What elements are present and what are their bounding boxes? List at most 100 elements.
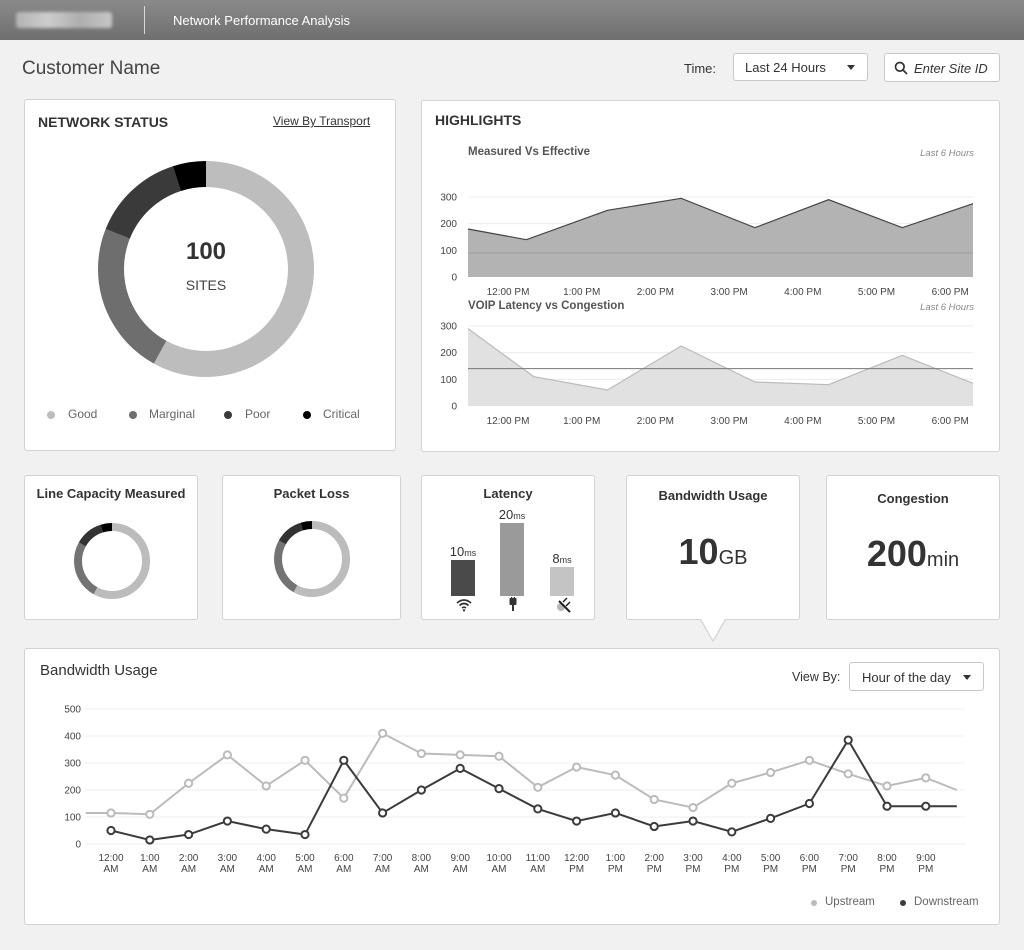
data-point-downstream[interactable] — [766, 813, 776, 823]
data-point-downstream[interactable] — [261, 824, 271, 834]
data-point-upstream[interactable] — [688, 802, 698, 813]
data-point-downstream[interactable] — [882, 801, 892, 811]
data-point-downstream[interactable] — [843, 735, 853, 745]
bandwidth-x-tick-period: PM — [647, 864, 662, 875]
congestion-kpi-card[interactable]: Congestion 200min — [826, 475, 1000, 620]
bandwidth-y-tick: 400 — [64, 732, 81, 743]
data-point-upstream[interactable] — [727, 778, 737, 788]
data-point-upstream[interactable] — [843, 769, 853, 779]
caret-down-icon — [963, 674, 971, 680]
data-point-upstream[interactable] — [610, 770, 621, 780]
data-point-downstream[interactable] — [416, 785, 426, 795]
data-point-downstream[interactable] — [494, 784, 504, 794]
data-point-downstream[interactable] — [572, 816, 582, 826]
data-point-upstream[interactable] — [184, 778, 194, 788]
latency-bar-satellite — [550, 566, 574, 596]
app-title: Network Performance Analysis — [173, 13, 351, 28]
data-point-downstream[interactable] — [339, 755, 349, 765]
data-point-upstream[interactable] — [339, 793, 349, 803]
data-point-downstream[interactable] — [300, 829, 310, 840]
bandwidth-x-tick-period: PM — [918, 864, 933, 875]
view-by-label: View By: — [792, 670, 841, 684]
brand-logo[interactable] — [16, 12, 112, 28]
bandwidth-x-tick: 8:00 — [877, 853, 897, 864]
time-range-select[interactable]: Last 24 Hours — [733, 53, 868, 81]
latency-card[interactable]: Latency 10ms 20ms 8ms — [421, 475, 595, 620]
data-point-upstream[interactable] — [804, 755, 815, 765]
highlight-line-1 — [467, 328, 974, 391]
data-point-upstream[interactable] — [222, 750, 232, 760]
view-by-select[interactable]: Hour of the day — [849, 662, 984, 691]
network-status-donut-slice-1 — [98, 161, 314, 377]
packet-loss-card[interactable]: Packet Loss — [222, 475, 401, 620]
bandwidth-x-tick: 1:00 — [140, 853, 160, 864]
line-capacity-title: Line Capacity Measured — [36, 486, 186, 501]
data-point-downstream[interactable] — [378, 808, 388, 818]
data-point-downstream[interactable] — [688, 816, 698, 826]
data-point-downstream[interactable] — [222, 816, 232, 826]
packet-loss-donut — [274, 521, 350, 597]
data-point-upstream[interactable] — [416, 748, 426, 759]
data-point-downstream[interactable] — [145, 835, 155, 845]
data-point-downstream[interactable] — [804, 798, 815, 809]
bandwidth-x-tick: 7:00 — [373, 853, 393, 864]
total-sites-label: SITES — [185, 277, 227, 293]
site-search[interactable] — [884, 53, 1000, 82]
data-point-downstream[interactable] — [921, 801, 931, 811]
latency-bar-label: 20ms — [498, 507, 526, 522]
bandwidth-x-tick: 10:00 — [486, 853, 511, 864]
data-point-upstream[interactable] — [533, 782, 543, 792]
bandwidth-x-tick: 9:00 — [916, 853, 936, 864]
congestion-kpi-value: 200 — [866, 533, 927, 574]
legend-critical-label: Critical — [323, 407, 360, 421]
series-line-upstream — [85, 731, 958, 816]
highlight-line-0 — [467, 197, 974, 241]
bandwidth-x-tick-period: PM — [608, 864, 623, 875]
bandwidth-y-tick: 500 — [64, 705, 81, 716]
data-point-downstream[interactable] — [610, 808, 621, 818]
bandwidth-x-tick-period: AM — [142, 864, 157, 875]
data-point-upstream[interactable] — [300, 755, 310, 765]
data-point-downstream[interactable] — [106, 825, 116, 836]
data-point-downstream[interactable] — [649, 821, 659, 832]
data-point-downstream[interactable] — [184, 829, 194, 840]
line-capacity-card[interactable]: Line Capacity Measured — [24, 475, 198, 620]
bandwidth-usage-title: Bandwidth Usage — [40, 662, 158, 679]
bandwidth-x-tick-period: PM — [724, 864, 739, 875]
highlights-title: HIGHLIGHTS — [435, 112, 522, 128]
data-point-upstream[interactable] — [261, 781, 271, 791]
data-point-downstream[interactable] — [727, 827, 737, 837]
view-by-transport-link[interactable]: View By Transport — [273, 114, 371, 128]
bandwidth-x-tick-period: AM — [492, 864, 507, 875]
data-point-upstream[interactable] — [455, 750, 465, 760]
line-capacity-donut-slice-3 — [74, 523, 150, 599]
highlight-area-0 — [468, 198, 973, 277]
data-point-upstream[interactable] — [921, 773, 931, 783]
network-status-donut-slice-3 — [98, 161, 314, 377]
legend-upstream: Upstream — [811, 896, 875, 908]
site-id-input[interactable] — [914, 59, 996, 77]
data-point-upstream[interactable] — [882, 781, 892, 791]
latency-bar-wired — [500, 523, 524, 596]
data-point-downstream[interactable] — [455, 763, 465, 774]
bandwidth-x-tick: 7:00 — [838, 853, 858, 864]
congestion-kpi-unit: min — [926, 549, 960, 571]
line-capacity-donut — [74, 523, 150, 599]
bandwidth-y-tick: 0 — [75, 840, 81, 851]
data-point-upstream[interactable] — [766, 767, 776, 778]
bandwidth-usage-card: Bandwidth Usage View By: Hour of the day… — [24, 648, 1000, 925]
highlight-x-tick: 4:00 PM — [784, 416, 821, 427]
highlight-x-tick: 5:00 PM — [858, 287, 895, 298]
legend-good-label: Good — [68, 407, 98, 421]
network-status-donut — [98, 161, 314, 377]
data-point-upstream[interactable] — [145, 809, 155, 819]
bandwidth-x-tick: 4:00 — [256, 853, 276, 864]
data-point-upstream[interactable] — [572, 762, 582, 772]
data-point-upstream[interactable] — [649, 794, 659, 805]
data-point-downstream[interactable] — [533, 804, 543, 814]
latency-bar-label: 10ms — [449, 543, 477, 559]
data-point-upstream[interactable] — [378, 728, 388, 738]
data-point-upstream[interactable] — [494, 751, 504, 761]
bandwidth-usage-kpi-card[interactable]: Bandwidth Usage 10GB — [626, 475, 800, 620]
data-point-upstream[interactable] — [106, 808, 116, 818]
